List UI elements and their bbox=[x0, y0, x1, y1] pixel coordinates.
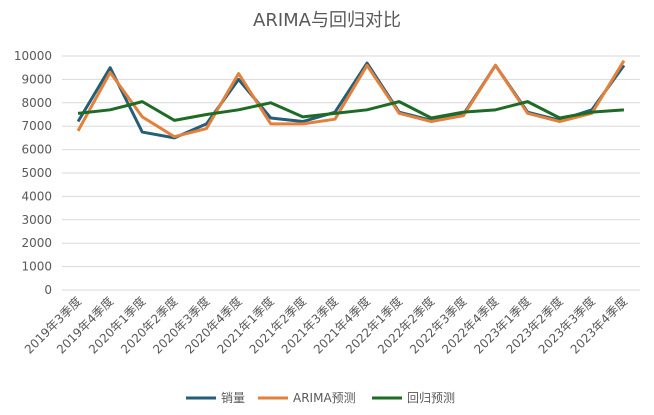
series-line bbox=[77, 100, 625, 122]
legend-label: ARIMA预测 bbox=[293, 391, 356, 405]
series-line bbox=[76, 59, 626, 139]
y-tick-label: 7000 bbox=[21, 119, 52, 133]
y-tick-label: 2000 bbox=[21, 236, 52, 250]
legend-label: 回归预测 bbox=[407, 391, 455, 405]
y-tick-label: 9000 bbox=[21, 72, 52, 86]
y-tick-label: 10000 bbox=[14, 49, 52, 63]
y-tick-label: 5000 bbox=[21, 166, 52, 180]
y-tick-label: 3000 bbox=[21, 213, 52, 227]
y-tick-label: 8000 bbox=[21, 96, 52, 110]
chart-title: ARIMA与回归对比 bbox=[253, 10, 401, 31]
y-tick-label: 6000 bbox=[21, 143, 52, 157]
y-tick-label: 1000 bbox=[21, 260, 52, 274]
legend-label: 销量 bbox=[221, 391, 245, 405]
y-tick-label: 0 bbox=[44, 283, 52, 297]
y-tick-label: 4000 bbox=[21, 189, 52, 203]
